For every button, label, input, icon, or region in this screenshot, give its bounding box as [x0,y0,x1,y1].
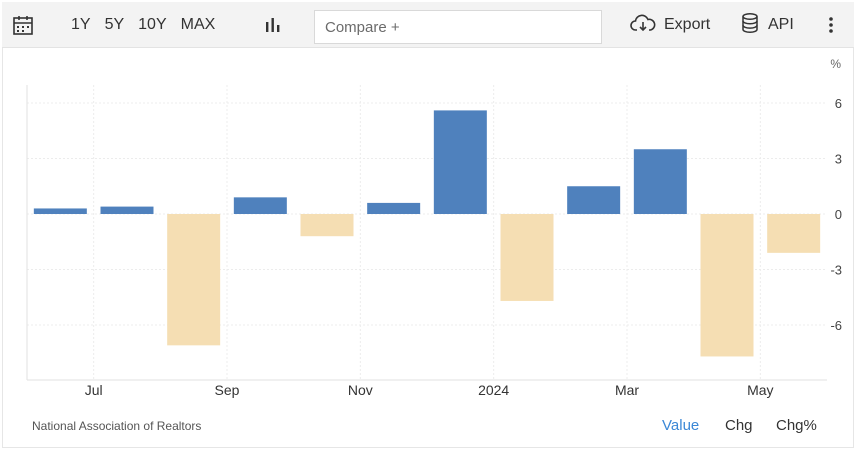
x-tick-label: Nov [348,382,373,398]
toolbar: 1Y 5Y 10Y MAX Export [2,2,854,48]
y-tick-label: -3 [830,263,842,278]
bar-2024-02[interactable] [567,186,621,214]
x-tick-label: Sep [215,382,240,398]
bar-2024-05[interactable] [767,214,821,253]
x-tick-label: May [747,382,773,398]
tab-value[interactable]: Value [662,417,700,434]
export-label: Export [664,16,711,33]
compare-input[interactable] [314,10,602,44]
bar-2024-01[interactable] [500,214,554,301]
export-button[interactable]: Export [630,2,710,48]
x-tick-label: 2024 [478,382,509,398]
x-tick-label: Mar [615,382,639,398]
bar-2023-11[interactable] [367,202,421,214]
range-5y-button[interactable]: 5Y [104,16,125,33]
bar-2023-12[interactable] [433,110,487,214]
range-selector: 1Y 5Y 10Y MAX [71,2,229,48]
range-10y-button[interactable]: 10Y [138,16,167,33]
bar-2023-08[interactable] [167,214,221,346]
y-tick-label: 6 [835,96,842,111]
bar-2023-09[interactable] [233,197,287,214]
kebab-menu-icon[interactable] [828,2,834,48]
bar-2023-06[interactable] [33,208,87,214]
x-tick-label: Jul [85,382,103,398]
range-max-button[interactable]: MAX [180,16,216,33]
bar-chart: 6 3 0 -3 -6% Jul Sep Nov 2024 Mar May [26,57,842,398]
source-label: National Association of Realtors [32,419,202,433]
y-tick-label: 3 [835,152,842,167]
y-axis-unit-label: % [830,57,841,71]
calendar-icon[interactable] [12,2,34,48]
tab-chg[interactable]: Chg [725,417,753,434]
tab-chg-percent[interactable]: Chg% [776,417,817,434]
api-button[interactable]: API [740,2,794,48]
bar-2024-03[interactable] [633,149,687,214]
y-tick-label: -6 [830,318,842,333]
bar-2023-10[interactable] [300,214,354,237]
range-1y-button[interactable]: 1Y [71,16,91,33]
bar-2024-04[interactable] [700,214,754,357]
bar-chart-icon[interactable] [264,2,282,48]
database-icon [740,12,760,39]
cloud-download-icon [630,13,656,38]
bar-2023-07[interactable] [100,206,154,214]
api-label: API [768,16,794,33]
y-tick-label: 0 [835,207,842,222]
